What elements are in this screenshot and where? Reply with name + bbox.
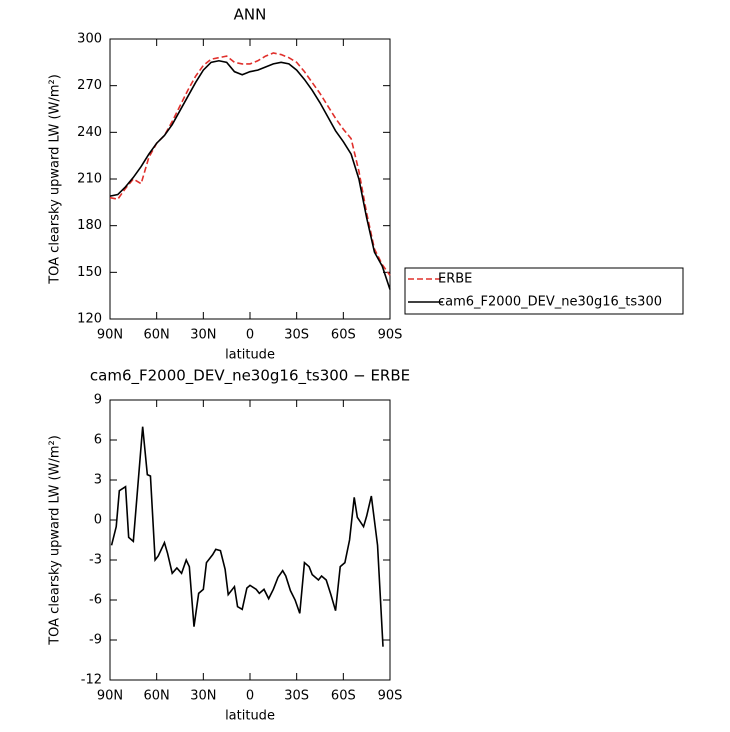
y-tick-label: 180 xyxy=(77,218,102,233)
data-line xyxy=(109,52,391,276)
y-axis-label: TOA clearsky upward LW (W/m²) xyxy=(48,435,63,646)
y-tick-label: -12 xyxy=(81,673,102,688)
y-tick-label: 270 xyxy=(77,78,102,93)
x-tick-label: 30S xyxy=(284,328,309,343)
x-axis-label: latitude xyxy=(225,348,275,363)
data-line xyxy=(109,59,391,290)
x-tick-label: 60S xyxy=(331,328,356,343)
x-axis-label: latitude xyxy=(225,709,275,724)
x-tick-label: 30N xyxy=(190,689,216,704)
x-tick-label: 0 xyxy=(246,328,254,343)
x-tick-label: 30N xyxy=(190,328,216,343)
x-tick-label: 60S xyxy=(331,689,356,704)
y-tick-label: 9 xyxy=(94,393,102,408)
legend-label: cam6_F2000_DEV_ne30g16_ts300 xyxy=(438,295,662,310)
chart-title: ANN xyxy=(234,6,267,24)
data-line xyxy=(110,426,384,647)
y-tick-label: -9 xyxy=(89,633,102,648)
x-tick-label: 90N xyxy=(97,328,123,343)
legend-label: ERBE xyxy=(438,272,472,287)
y-tick-label: 3 xyxy=(94,473,102,488)
legend-box xyxy=(404,267,684,315)
y-tick-label: 0 xyxy=(94,513,102,528)
y-tick-label: -3 xyxy=(89,553,102,568)
x-tick-label: 90N xyxy=(97,689,123,704)
chart-title: cam6_F2000_DEV_ne30g16_ts300 − ERBE xyxy=(90,367,410,386)
y-tick-label: 120 xyxy=(77,312,102,327)
y-axis-label: TOA clearsky upward LW (W/m²) xyxy=(48,74,63,285)
plot-frame xyxy=(109,38,391,320)
y-tick-label: 6 xyxy=(94,433,102,448)
y-tick-label: -6 xyxy=(89,593,102,608)
x-tick-label: 60N xyxy=(144,689,170,704)
y-tick-label: 210 xyxy=(77,172,102,187)
x-tick-label: 90S xyxy=(378,328,403,343)
y-tick-label: 150 xyxy=(77,265,102,280)
x-tick-label: 90S xyxy=(378,689,403,704)
x-tick-label: 30S xyxy=(284,689,309,704)
x-tick-label: 0 xyxy=(246,689,254,704)
y-tick-label: 300 xyxy=(77,32,102,47)
plot-frame xyxy=(109,399,391,681)
x-tick-label: 60N xyxy=(144,328,170,343)
y-tick-label: 240 xyxy=(77,125,102,140)
